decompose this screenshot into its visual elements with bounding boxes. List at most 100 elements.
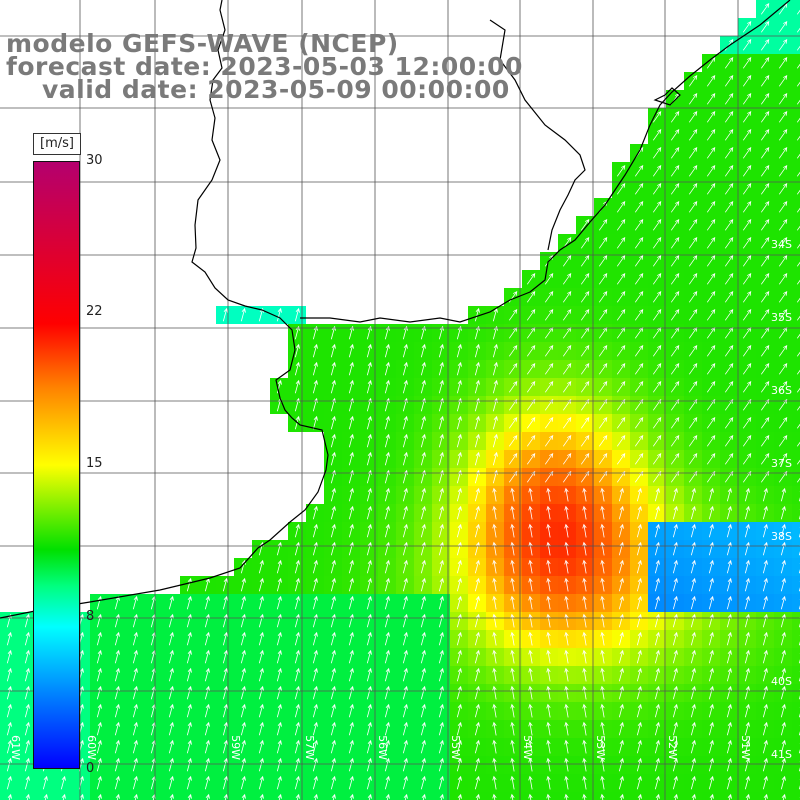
wind-arrow: [760, 362, 770, 375]
wind-arrow: [708, 649, 714, 664]
wind-arrow: [348, 325, 354, 340]
wind-arrow: [672, 775, 678, 790]
wind-arrow: [708, 721, 714, 736]
wind-arrow: [330, 757, 336, 772]
wind-arrow: [258, 667, 264, 682]
wind-arrow: [670, 308, 680, 321]
wind-cell: [792, 342, 800, 360]
wind-arrow: [744, 505, 750, 520]
wind-arrow: [508, 434, 518, 447]
wind-arrow: [508, 416, 518, 429]
wind-arrow: [544, 344, 554, 357]
wind-cell: [792, 450, 800, 468]
wind-arrow: [616, 380, 626, 393]
wind-arrow: [510, 649, 515, 664]
wind-arrow: [348, 523, 354, 538]
wind-arrow: [778, 434, 788, 447]
wind-cell: [792, 522, 800, 540]
wind-arrow: [742, 182, 752, 195]
wind-arrow: [616, 272, 626, 285]
wind-arrow: [724, 74, 734, 87]
wind-arrow: [690, 667, 696, 682]
wind-arrow: [222, 649, 228, 664]
wind-arrow: [312, 631, 318, 646]
wind-arrow: [582, 577, 587, 592]
wind-arrow: [276, 703, 282, 718]
wind-arrow: [402, 577, 408, 592]
longitude-label: 60W: [85, 735, 98, 760]
wind-arrow: [348, 667, 354, 682]
wind-arrow: [616, 416, 626, 429]
wind-arrow: [742, 452, 752, 465]
wind-arrow: [330, 613, 336, 628]
wind-arrow: [796, 171, 800, 177]
wind-arrow: [276, 307, 282, 322]
wind-cell: [792, 666, 800, 684]
wind-arrow: [492, 667, 497, 682]
wind-arrow: [600, 487, 605, 502]
wind-arrow: [654, 613, 660, 628]
wind-arrow: [742, 146, 752, 159]
wind-arrow: [258, 703, 264, 718]
wind-arrow: [654, 541, 660, 556]
wind-arrow: [742, 128, 752, 141]
wind-arrow: [348, 595, 354, 610]
wind-arrow: [708, 685, 714, 700]
wind-arrow: [438, 757, 444, 772]
wind-arrow: [780, 703, 786, 718]
wind-arrow: [222, 703, 228, 718]
wind-arrow: [652, 362, 662, 375]
wind-arrow: [366, 757, 372, 772]
wind-arrow: [222, 595, 228, 610]
wind-arrow: [780, 775, 786, 790]
wind-arrow: [366, 523, 372, 538]
wind-arrow: [474, 757, 480, 772]
wind-arrow: [726, 649, 732, 664]
wind-arrow: [384, 487, 390, 502]
wind-arrow: [204, 757, 210, 772]
wind-arrow: [670, 344, 680, 357]
wind-cell: [792, 684, 800, 702]
wind-arrow: [474, 433, 480, 448]
wind-arrow: [618, 523, 624, 538]
wind-arrow: [618, 631, 624, 646]
wind-arrow: [690, 577, 696, 592]
wind-arrow: [634, 254, 644, 267]
wind-arrow: [796, 243, 800, 249]
wind-arrow: [637, 793, 642, 800]
wind-arrow: [706, 308, 716, 321]
wind-arrow: [762, 541, 768, 556]
wind-arrow: [456, 541, 462, 556]
wind-arrow: [438, 685, 444, 700]
wind-arrow: [760, 254, 770, 267]
wind-arrow: [546, 775, 551, 790]
wind-arrow: [526, 362, 536, 375]
wind-arrow: [510, 631, 515, 646]
wind-arrow: [438, 631, 444, 646]
wind-arrow: [420, 325, 426, 340]
wind-arrow: [438, 415, 444, 430]
wind-arrow: [474, 541, 480, 556]
wind-arrow: [744, 595, 750, 610]
model-title: modelo GEFS-WAVE (NCEP): [6, 29, 399, 58]
wind-arrow: [312, 775, 318, 790]
wind-arrow: [564, 703, 569, 718]
wind-arrow: [492, 451, 498, 466]
wind-arrow: [169, 793, 174, 800]
wind-arrow: [742, 218, 752, 231]
wind-arrow: [706, 272, 716, 285]
wind-arrow: [690, 631, 696, 646]
wind-arrow: [168, 649, 174, 664]
wind-arrow: [402, 325, 408, 340]
wind-arrow: [24, 649, 30, 664]
wind-arrow: [510, 739, 515, 754]
wind-arrow: [796, 225, 800, 231]
longitude-label: 55W: [449, 735, 462, 760]
wind-arrow: [780, 667, 786, 682]
wind-arrow: [96, 649, 102, 664]
wind-arrow: [582, 703, 587, 718]
wind-arrow: [186, 667, 192, 682]
wind-arrow: [778, 182, 788, 195]
wind-arrow: [168, 667, 174, 682]
wind-arrow: [564, 721, 569, 736]
